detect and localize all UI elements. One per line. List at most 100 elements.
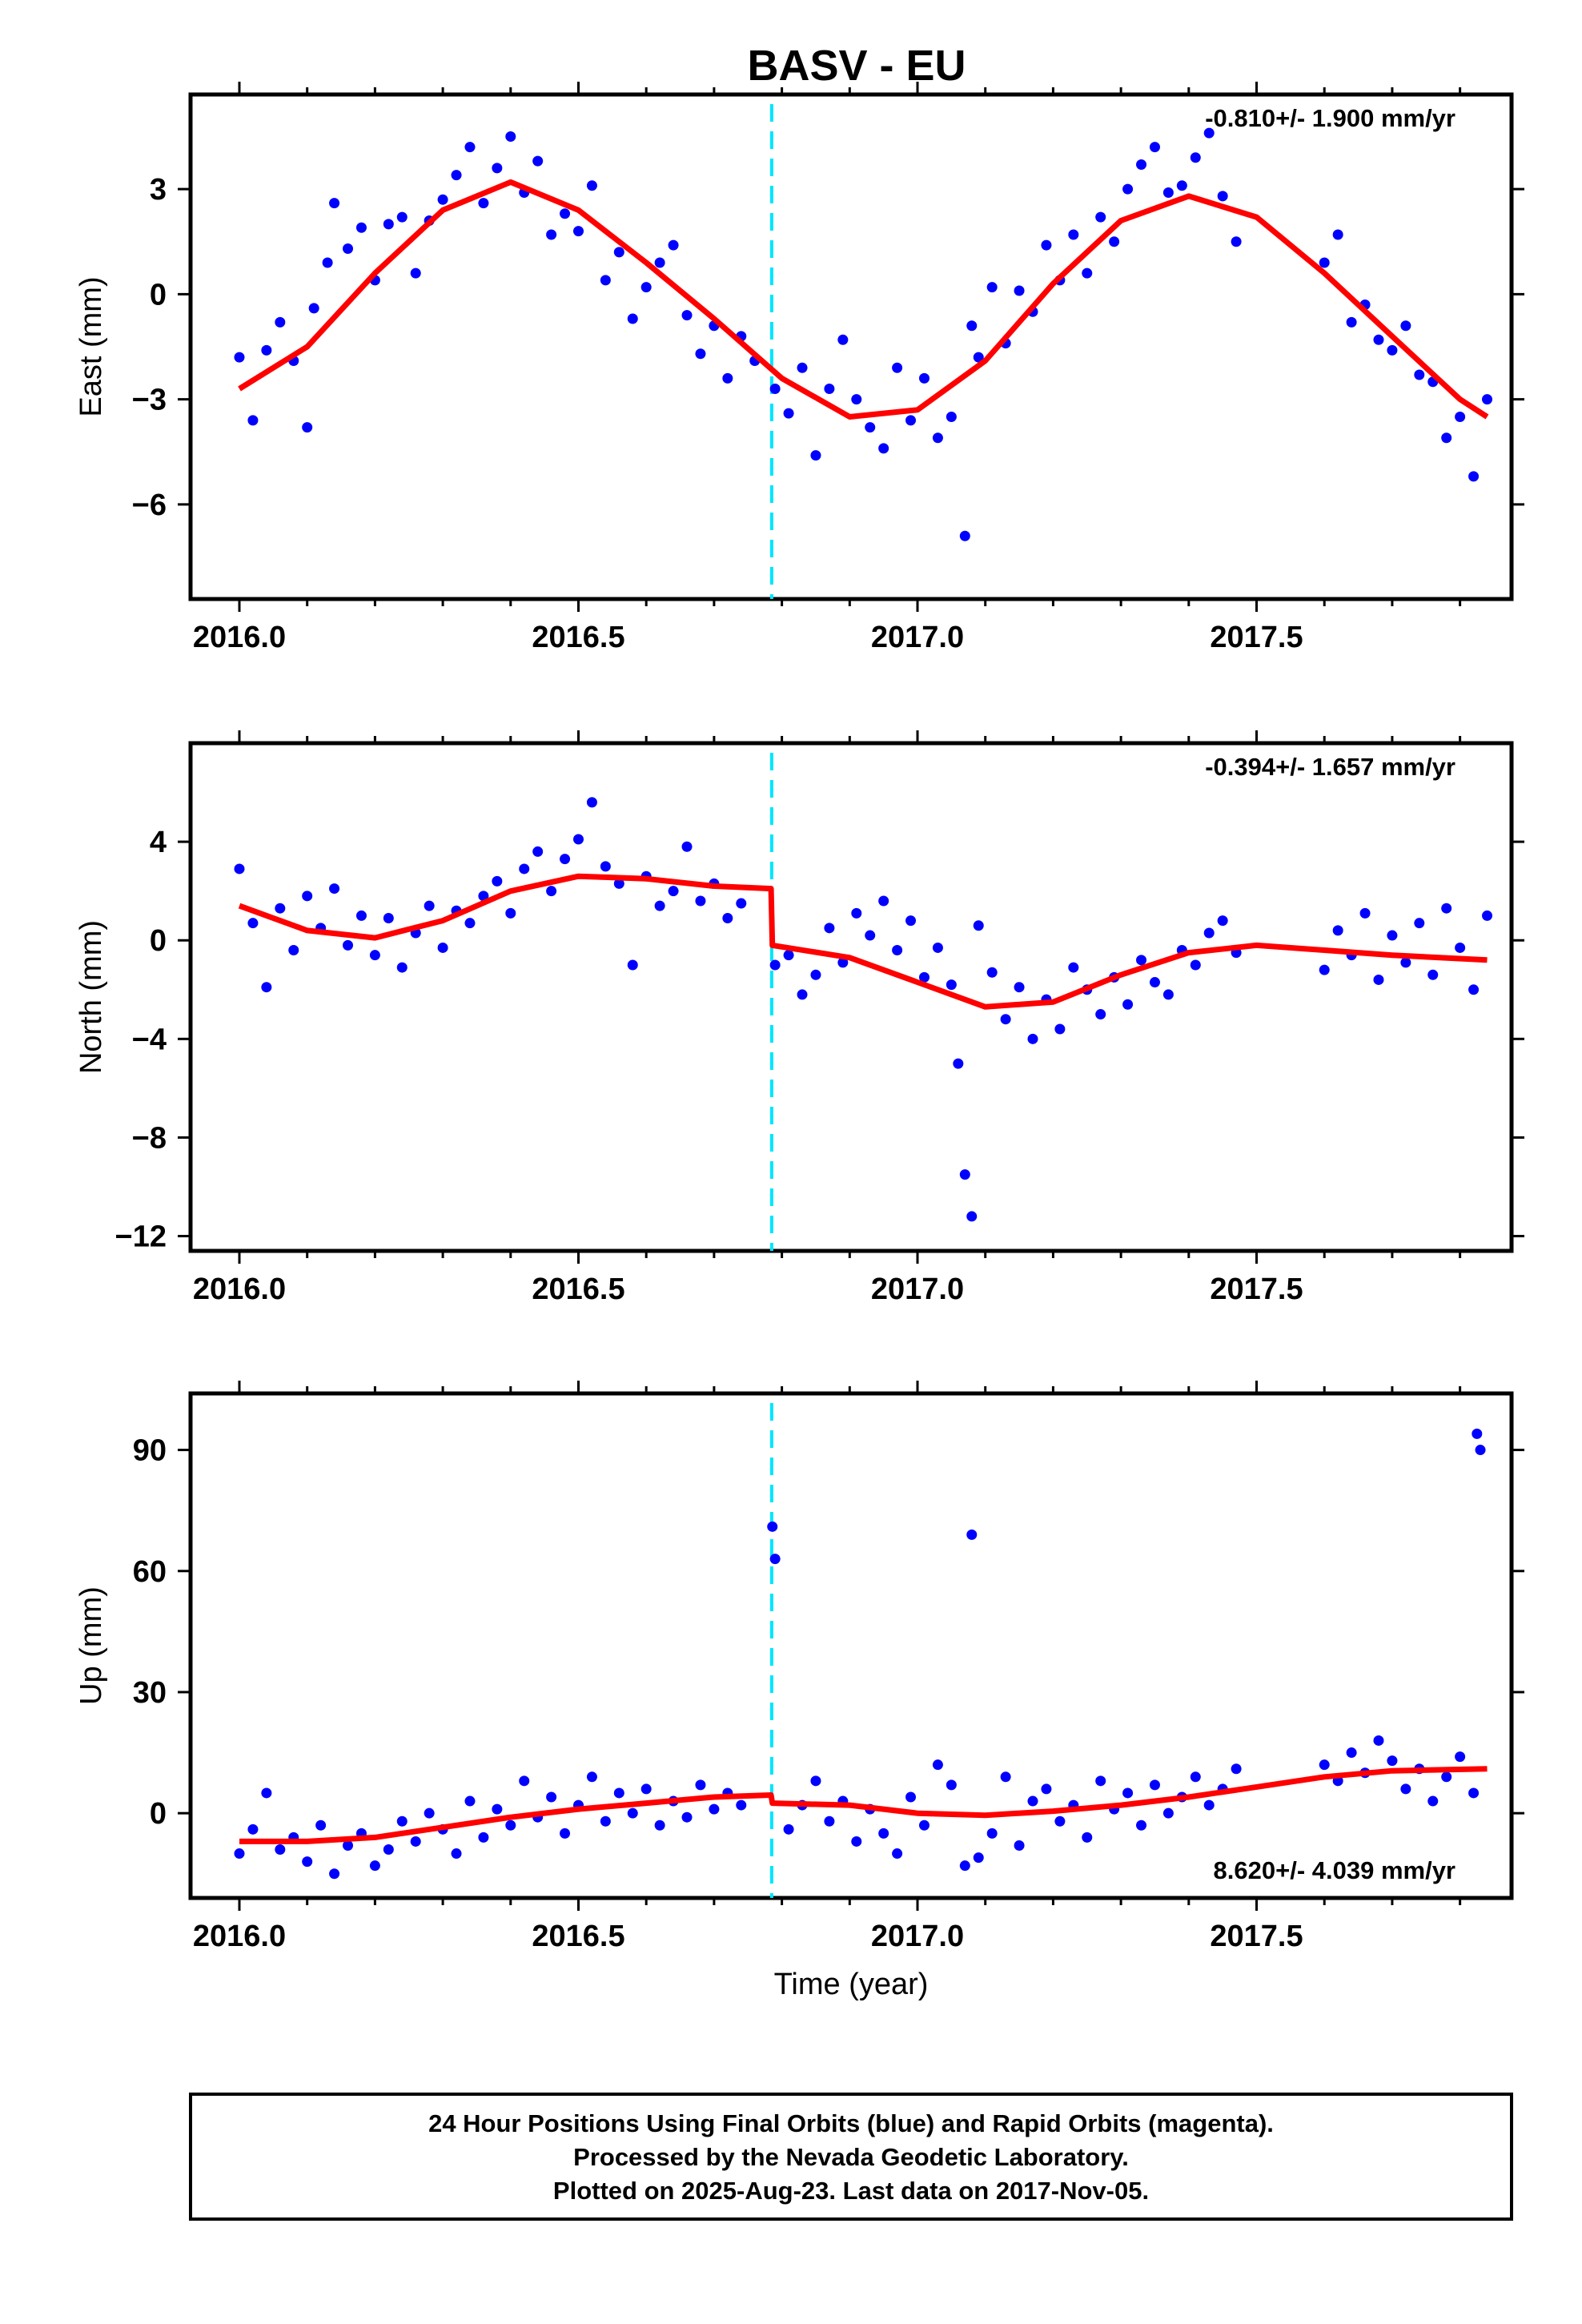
up-data-point	[1400, 1783, 1411, 1795]
east-model-curve	[238, 179, 1489, 420]
north-plot-frame	[188, 741, 1514, 1253]
up-data-point	[905, 1791, 917, 1803]
up-xtick-label: 2017.5	[1210, 1920, 1303, 1953]
east-data-point	[261, 344, 272, 356]
east-data-point	[918, 372, 930, 384]
east-data-point	[1082, 267, 1093, 279]
north-data-point	[613, 878, 624, 889]
north-data-point	[1122, 999, 1134, 1010]
north-data-point	[810, 969, 821, 980]
up-data-point	[1122, 1787, 1134, 1799]
north-data-point	[1095, 1009, 1106, 1020]
east-data-point	[986, 282, 998, 293]
east-panel: 2016.0 2016.5 2017.0 2017.5 −6 −3 0 3 East (mm) -…	[74, 82, 1524, 654]
north-data-point	[1217, 915, 1228, 927]
east-data-point	[1400, 320, 1411, 332]
east-data-point	[878, 443, 889, 454]
north-data-point	[1000, 1014, 1011, 1025]
up-data-point	[878, 1827, 889, 1839]
up-data-point	[769, 1554, 781, 1565]
east-ytick-label: −6	[132, 489, 167, 522]
north-data-point	[1482, 910, 1493, 921]
up-data-point	[810, 1775, 821, 1787]
north-data-point	[1136, 955, 1147, 966]
footer-line-3: Plotted on 2025-Aug-23. Last data on 201…	[553, 2177, 1149, 2205]
north-data-point	[1068, 962, 1079, 973]
north-data-point	[1054, 1023, 1066, 1035]
east-data-point	[532, 155, 544, 167]
up-data-point	[1455, 1751, 1466, 1763]
north-data-point	[851, 907, 862, 919]
east-data-point	[1109, 236, 1120, 247]
up-data-point	[329, 1868, 340, 1880]
north-data-point	[586, 797, 597, 808]
up-data-point	[464, 1795, 476, 1807]
north-data-point	[396, 962, 408, 973]
north-data-point	[1427, 969, 1439, 980]
north-data-point	[824, 923, 835, 934]
north-data-point	[1468, 984, 1480, 995]
up-data-point	[369, 1860, 380, 1872]
up-ytick-label: 60	[133, 1555, 167, 1589]
up-plot-frame	[188, 1391, 1514, 1900]
east-data-point	[1441, 432, 1452, 444]
up-data-point	[1000, 1771, 1011, 1783]
east-data-point	[505, 131, 516, 142]
up-data-point	[1346, 1747, 1357, 1759]
north-data-point	[905, 915, 917, 927]
north-data-point	[1162, 989, 1174, 1000]
north-data-point	[1455, 942, 1466, 953]
up-data-point	[343, 1839, 354, 1851]
north-data-point	[769, 959, 781, 971]
up-data-point	[1427, 1795, 1439, 1807]
north-data-point	[1149, 977, 1160, 988]
up-data-point	[396, 1815, 408, 1827]
north-data-point	[986, 967, 998, 978]
up-data-point	[892, 1848, 903, 1860]
east-ytick-label: 3	[150, 173, 167, 207]
up-x-axis-label: Time (year)	[774, 1968, 929, 2001]
north-data-point	[383, 913, 394, 924]
north-data-point	[261, 982, 272, 993]
east-data-point	[546, 229, 557, 240]
north-data-point	[1027, 1033, 1038, 1044]
east-ytick-label: 0	[150, 278, 167, 312]
north-data-point	[437, 942, 448, 953]
north-xtick-label: 2017.0	[871, 1273, 964, 1306]
up-data-point	[261, 1787, 272, 1799]
up-data-point	[613, 1787, 624, 1799]
north-y-axis-label: North (mm)	[74, 920, 108, 1074]
up-xtick-label: 2016.5	[532, 1920, 624, 1953]
east-data-point	[275, 316, 286, 328]
up-data-point	[1468, 1787, 1480, 1799]
up-data-point	[824, 1815, 835, 1827]
up-data-point	[1082, 1831, 1093, 1843]
east-data-point	[478, 198, 489, 209]
up-y-axis-label: Up (mm)	[74, 1586, 108, 1705]
north-ytick-label: −8	[132, 1121, 167, 1155]
east-data-point	[966, 320, 978, 332]
up-data-point	[681, 1811, 693, 1823]
east-xtick-label: 2017.0	[871, 621, 964, 654]
north-data-point	[424, 900, 435, 911]
north-data-point	[572, 834, 584, 845]
up-data-point	[1472, 1428, 1483, 1439]
east-data-point	[932, 432, 943, 444]
north-data-point	[1332, 925, 1343, 936]
east-data-point	[586, 180, 597, 191]
north-rate-label: -0.394+/- 1.657 mm/yr	[1205, 753, 1456, 781]
up-data-point	[492, 1803, 503, 1815]
up-data-point	[851, 1835, 862, 1847]
north-ytick-label: −12	[115, 1220, 167, 1254]
up-data-point	[932, 1759, 943, 1771]
east-data-point	[1373, 334, 1384, 345]
north-data-point	[302, 891, 313, 902]
up-data-point	[560, 1827, 571, 1839]
up-data-point	[519, 1775, 530, 1787]
east-data-point	[322, 257, 333, 268]
up-data-point	[1149, 1779, 1160, 1791]
north-xtick-label: 2016.5	[532, 1273, 624, 1306]
east-data-point	[946, 412, 957, 422]
east-data-point	[1203, 127, 1215, 139]
